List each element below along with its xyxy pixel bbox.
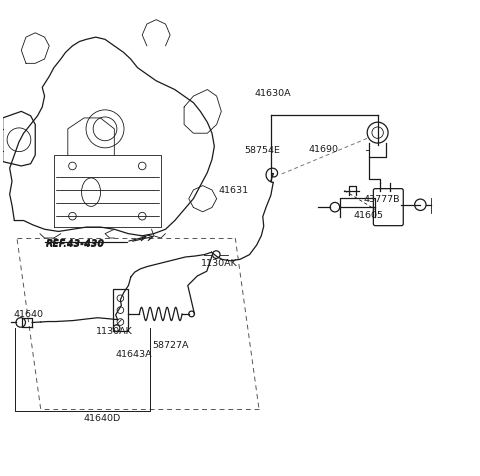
Text: 41643A: 41643A xyxy=(116,350,152,358)
Text: 1130AK: 1130AK xyxy=(201,259,238,268)
Text: 41640: 41640 xyxy=(13,310,43,319)
Text: 58754E: 58754E xyxy=(245,146,281,155)
Text: 41640D: 41640D xyxy=(84,414,121,423)
Text: 58727A: 58727A xyxy=(153,341,189,350)
Text: REF.43-430: REF.43-430 xyxy=(46,239,105,248)
Text: 41631: 41631 xyxy=(219,186,249,195)
Text: 41690: 41690 xyxy=(309,145,339,154)
Text: 43777B: 43777B xyxy=(363,196,400,204)
Text: 1130AK: 1130AK xyxy=(96,327,132,336)
Text: 41630A: 41630A xyxy=(255,89,291,98)
Bar xyxy=(113,289,128,331)
Text: REF.43-430: REF.43-430 xyxy=(46,240,105,249)
Text: 41605: 41605 xyxy=(354,210,384,219)
